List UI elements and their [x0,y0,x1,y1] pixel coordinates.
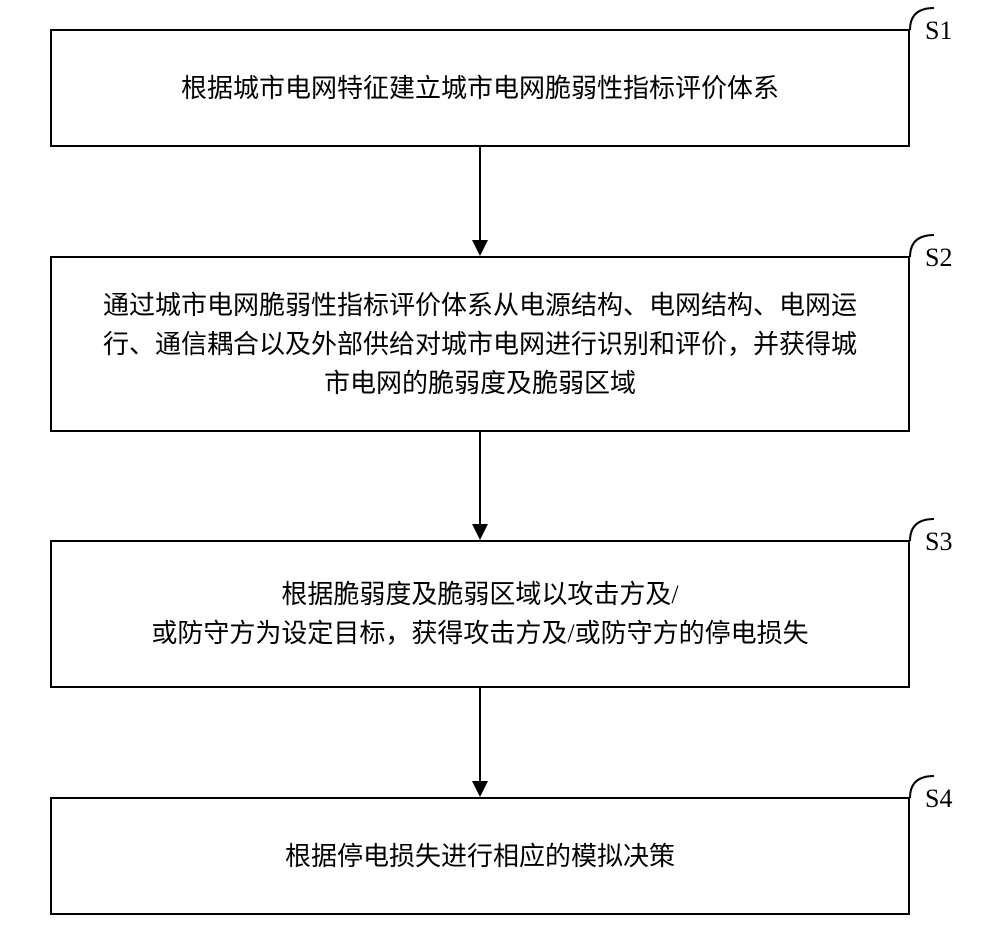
node-s1-label: S1 [925,16,952,46]
node-s1-text: 根据城市电网特征建立城市电网脆弱性指标评价体系 [181,69,779,108]
flowchart-node-s1: 根据城市电网特征建立城市电网脆弱性指标评价体系 [50,29,910,147]
flowchart-node-s2: 通过城市电网脆弱性指标评价体系从电源结构、电网结构、电网运行、通信耦合以及外部供… [50,256,910,432]
node-s3-text: 根据脆弱度及脆弱区域以攻击方及/ 或防守方为设定目标，获得攻击方及/或防守方的停… [151,575,808,653]
arrow-2-line [479,432,481,524]
arrow-3-line [479,688,481,781]
node-s2-text: 通过城市电网脆弱性指标评价体系从电源结构、电网结构、电网运行、通信耦合以及外部供… [92,286,868,403]
arrow-2-head [472,524,488,540]
arrow-1-head [472,240,488,256]
flowchart-node-s3: 根据脆弱度及脆弱区域以攻击方及/ 或防守方为设定目标，获得攻击方及/或防守方的停… [50,540,910,688]
node-s4-label: S4 [925,784,952,814]
arrow-1-line [479,147,481,240]
flowchart-node-s4: 根据停电损失进行相应的模拟决策 [50,797,910,915]
node-s4-text: 根据停电损失进行相应的模拟决策 [285,837,675,876]
arrow-3-head [472,781,488,797]
node-s3-label: S3 [925,527,952,557]
node-s2-label: S2 [925,243,952,273]
flowchart-container: 根据城市电网特征建立城市电网脆弱性指标评价体系 S1 通过城市电网脆弱性指标评价… [0,0,1000,936]
